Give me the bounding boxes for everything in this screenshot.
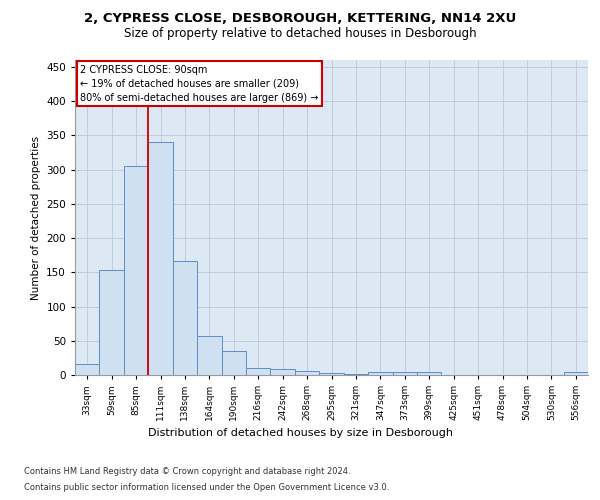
Bar — [100, 270, 124, 375]
Text: 2, CYPRESS CLOSE, DESBOROUGH, KETTERING, NN14 2XU: 2, CYPRESS CLOSE, DESBOROUGH, KETTERING,… — [84, 12, 516, 26]
Text: Size of property relative to detached houses in Desborough: Size of property relative to detached ho… — [124, 28, 476, 40]
Text: Contains HM Land Registry data © Crown copyright and database right 2024.: Contains HM Land Registry data © Crown c… — [24, 468, 350, 476]
Y-axis label: Number of detached properties: Number of detached properties — [31, 136, 41, 300]
Text: 2 CYPRESS CLOSE: 90sqm
← 19% of detached houses are smaller (209)
80% of semi-de: 2 CYPRESS CLOSE: 90sqm ← 19% of detached… — [80, 64, 319, 102]
Bar — [344, 374, 368, 375]
Text: Contains public sector information licensed under the Open Government Licence v3: Contains public sector information licen… — [24, 482, 389, 492]
Bar — [124, 166, 148, 375]
Bar — [148, 142, 173, 375]
Text: Distribution of detached houses by size in Desborough: Distribution of detached houses by size … — [148, 428, 452, 438]
Bar — [563, 372, 588, 375]
Bar — [368, 372, 392, 375]
Bar — [221, 351, 246, 375]
Bar — [417, 372, 442, 375]
Bar — [246, 368, 271, 375]
Bar — [271, 369, 295, 375]
Bar — [319, 373, 344, 375]
Bar — [197, 336, 221, 375]
Bar — [75, 364, 100, 375]
Bar — [295, 371, 319, 375]
Bar — [173, 262, 197, 375]
Bar — [392, 372, 417, 375]
